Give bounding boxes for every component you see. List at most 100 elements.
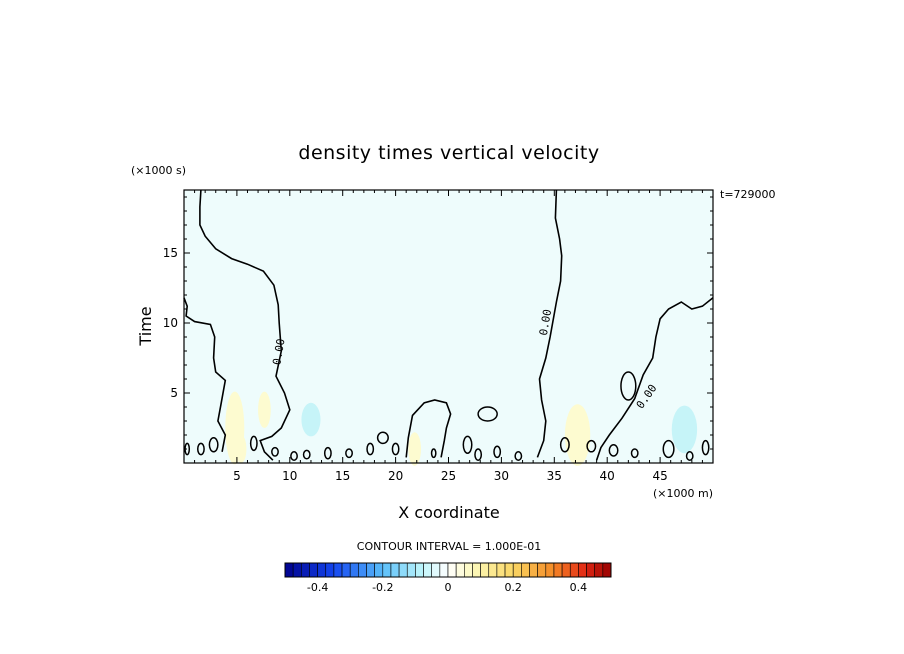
zero-contour-island xyxy=(608,444,619,457)
colorbar-swatch xyxy=(415,562,424,578)
y-tick-label: 5 xyxy=(170,386,178,400)
zero-contour-island xyxy=(620,371,637,401)
colorbar-swatch xyxy=(512,562,522,578)
colorbar-tick-label: 0.2 xyxy=(504,581,522,594)
field-patch xyxy=(671,405,698,454)
colorbar-swatch xyxy=(569,562,579,578)
x-tick-label: 30 xyxy=(494,469,509,483)
x-tick-label: 35 xyxy=(547,469,562,483)
colorbar-swatch xyxy=(390,562,400,578)
x-tick-label: 40 xyxy=(600,469,615,483)
colorbar-swatch xyxy=(374,562,384,578)
zero-contour-island xyxy=(345,448,353,459)
colorbar-swatch xyxy=(545,562,555,578)
colorbar-swatch xyxy=(586,562,595,578)
field-patch xyxy=(408,432,421,466)
colorbar-swatch xyxy=(447,562,457,578)
contour-label: 0.00 xyxy=(270,338,287,366)
colorbar-swatch xyxy=(578,562,587,578)
colorbar-tick-label: -0.4 xyxy=(307,581,328,594)
zero-contour-island xyxy=(302,449,311,460)
colorbar-swatch xyxy=(521,562,530,578)
contour-label: 0.00 xyxy=(537,308,554,336)
contour-interval-label: CONTOUR INTERVAL = 1.000E-01 xyxy=(357,540,541,553)
zero-contour xyxy=(536,189,563,458)
zero-contour-island xyxy=(462,435,473,454)
colorbar: -0.4 -0.2 0 0.2 0.4 xyxy=(284,562,612,594)
field-patch xyxy=(564,404,591,466)
colorbar-frame xyxy=(284,562,612,578)
zero-contour xyxy=(199,189,291,461)
colorbar-swatch xyxy=(398,562,408,578)
zero-contour-island xyxy=(514,451,523,461)
zero-contour-island xyxy=(474,448,483,461)
zero-contour-island xyxy=(701,439,710,456)
colorbar-swatch xyxy=(300,562,310,578)
colorbar-swatch xyxy=(341,562,351,578)
colorbar-swatch xyxy=(325,562,335,578)
zero-contour-island xyxy=(271,446,279,457)
y-axis-unit: (×1000 s) xyxy=(131,164,186,177)
y-axis-label: Time xyxy=(136,306,155,346)
y-tick-label: 15 xyxy=(163,246,178,260)
zero-contour-island xyxy=(559,437,570,453)
zero-contour-island xyxy=(630,448,639,459)
x-tick-label: 20 xyxy=(388,469,403,483)
field-patch xyxy=(235,435,247,463)
colorbar-swatch xyxy=(439,562,449,578)
colorbar-swatch xyxy=(496,562,506,578)
zero-contour-island xyxy=(685,451,694,461)
colorbar-swatch xyxy=(406,562,416,578)
colorbar-swatch xyxy=(504,562,514,578)
colorbar-swatch xyxy=(553,562,563,578)
zero-contour-island xyxy=(391,442,400,456)
zero-contour-island xyxy=(477,406,498,422)
x-axis-label: X coordinate xyxy=(398,503,499,522)
zero-contour xyxy=(183,297,227,452)
field-background xyxy=(184,190,713,463)
x-tick-label: 5 xyxy=(233,469,241,483)
zero-contour xyxy=(595,297,714,461)
y-tick-label: 10 xyxy=(163,316,178,330)
zero-contour xyxy=(405,399,452,458)
colorbar-swatch xyxy=(472,562,481,578)
x-tick-label: 10 xyxy=(282,469,297,483)
zero-contour-island xyxy=(430,448,437,459)
zero-contour-island xyxy=(290,451,298,461)
colorbar-swatch xyxy=(602,562,612,578)
colorbar-swatch xyxy=(561,562,571,578)
x-tick-label: 15 xyxy=(335,469,350,483)
zero-contour-island xyxy=(376,431,389,445)
colorbar-swatch xyxy=(366,562,375,578)
zero-contour-island xyxy=(662,439,675,459)
colorbar-swatch xyxy=(594,562,604,578)
colorbar-swatch xyxy=(284,562,294,578)
colorbar-swatch xyxy=(309,562,318,578)
colorbar-swatch xyxy=(292,562,302,578)
zero-contour-island xyxy=(249,435,258,452)
colorbar-tick-label: -0.2 xyxy=(372,581,393,594)
colorbar-swatch xyxy=(333,562,343,578)
colorbar-swatch xyxy=(317,562,327,578)
colorbar-swatch xyxy=(488,562,498,578)
colorbar-swatch xyxy=(537,562,547,578)
colorbar-swatch xyxy=(480,562,490,578)
colorbar-swatch xyxy=(529,562,538,578)
zero-contour-island xyxy=(493,445,502,459)
zero-contour-island xyxy=(208,437,219,453)
colorbar-swatch xyxy=(382,562,392,578)
field-patch xyxy=(301,402,321,437)
time-stamp: t=729000 xyxy=(720,188,776,201)
colorbar-swatch xyxy=(463,562,473,578)
colorbar-tick-label: 0 xyxy=(445,581,452,594)
x-tick-label: 45 xyxy=(652,469,667,483)
colorbar-swatch xyxy=(431,562,441,578)
chart-title: density times vertical velocity xyxy=(298,142,599,164)
colorbar-tick-label: 0.4 xyxy=(570,581,588,594)
zero-contour-island xyxy=(366,442,375,456)
field-patch xyxy=(258,391,271,428)
x-tick-label: 25 xyxy=(441,469,456,483)
colorbar-swatch xyxy=(423,562,432,578)
